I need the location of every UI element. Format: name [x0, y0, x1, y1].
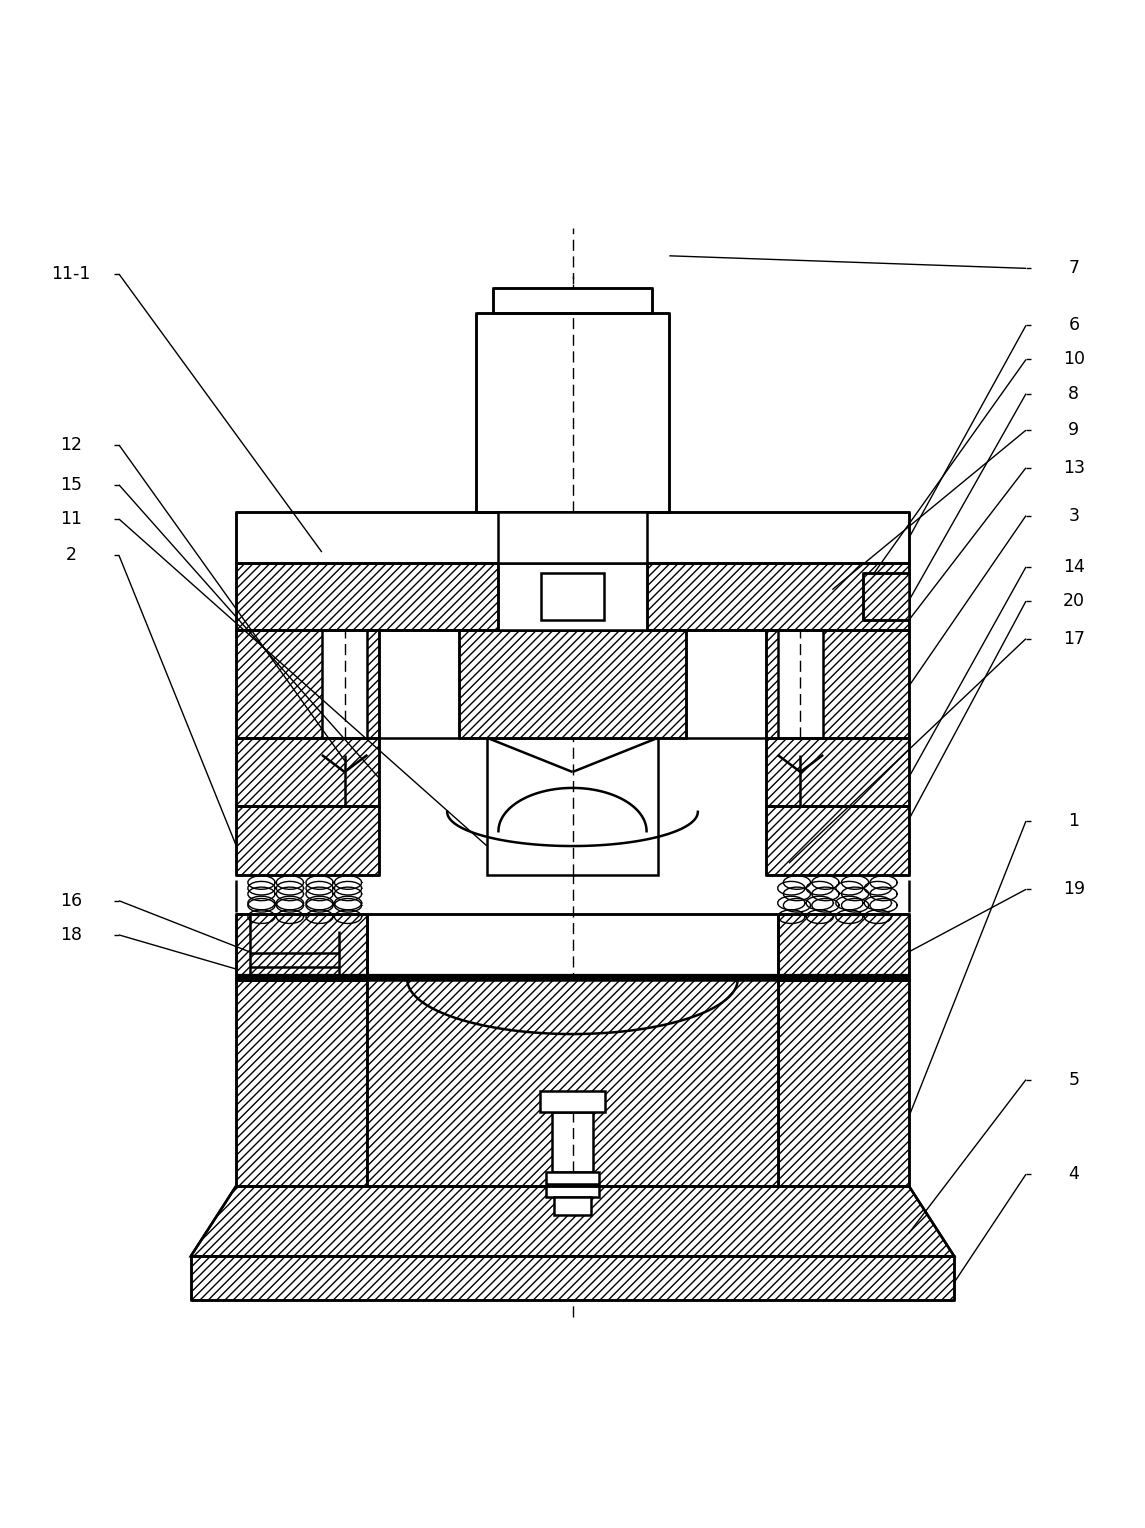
Text: 10: 10 [1063, 350, 1084, 368]
Text: 11: 11 [61, 510, 82, 529]
Bar [546, 1172, 599, 1196]
Bar [236, 914, 368, 981]
Bar [236, 807, 379, 874]
Text: 3: 3 [1068, 507, 1080, 524]
Bar [766, 738, 909, 807]
Bar [322, 515, 368, 535]
Bar [498, 564, 647, 630]
Text: 15: 15 [61, 475, 82, 494]
Text: 6: 6 [1068, 316, 1080, 335]
Bar [552, 1111, 593, 1172]
Bar [539, 1091, 606, 1111]
Bar [766, 630, 909, 738]
Bar [236, 630, 379, 738]
Text: 13: 13 [1063, 458, 1084, 477]
Bar [458, 630, 687, 738]
Bar [863, 573, 909, 620]
Bar [777, 914, 909, 981]
Bar [368, 981, 777, 1186]
Text: 12: 12 [61, 435, 82, 454]
Bar [540, 573, 605, 620]
Bar [777, 515, 823, 535]
Bar [236, 738, 379, 807]
Bar [492, 287, 653, 313]
Bar [236, 981, 368, 1186]
Polygon shape [191, 1186, 954, 1256]
Text: 18: 18 [61, 926, 82, 944]
Bar [766, 807, 909, 874]
Bar [236, 512, 909, 564]
Text: 19: 19 [1063, 880, 1085, 898]
Bar [322, 564, 368, 738]
Text: 20: 20 [1063, 591, 1084, 610]
Bar [487, 738, 658, 874]
Text: 14: 14 [1063, 558, 1084, 576]
Bar [554, 1196, 591, 1215]
Text: 8: 8 [1068, 385, 1080, 403]
Bar [475, 313, 670, 512]
Bar [310, 535, 379, 564]
Bar [766, 535, 835, 564]
Bar [498, 512, 647, 564]
Bar [777, 564, 823, 738]
Text: 17: 17 [1063, 630, 1084, 648]
Text: 5: 5 [1068, 1071, 1080, 1088]
Text: 11-1: 11-1 [52, 264, 90, 283]
Bar [236, 564, 909, 630]
Text: 16: 16 [60, 892, 82, 909]
Text: 7: 7 [1068, 260, 1080, 278]
Text: 4: 4 [1068, 1166, 1080, 1183]
Text: 1: 1 [1068, 811, 1080, 830]
Text: 2: 2 [65, 547, 77, 564]
Bar [191, 1256, 954, 1299]
Text: 9: 9 [1068, 422, 1080, 439]
Bar [777, 981, 909, 1186]
